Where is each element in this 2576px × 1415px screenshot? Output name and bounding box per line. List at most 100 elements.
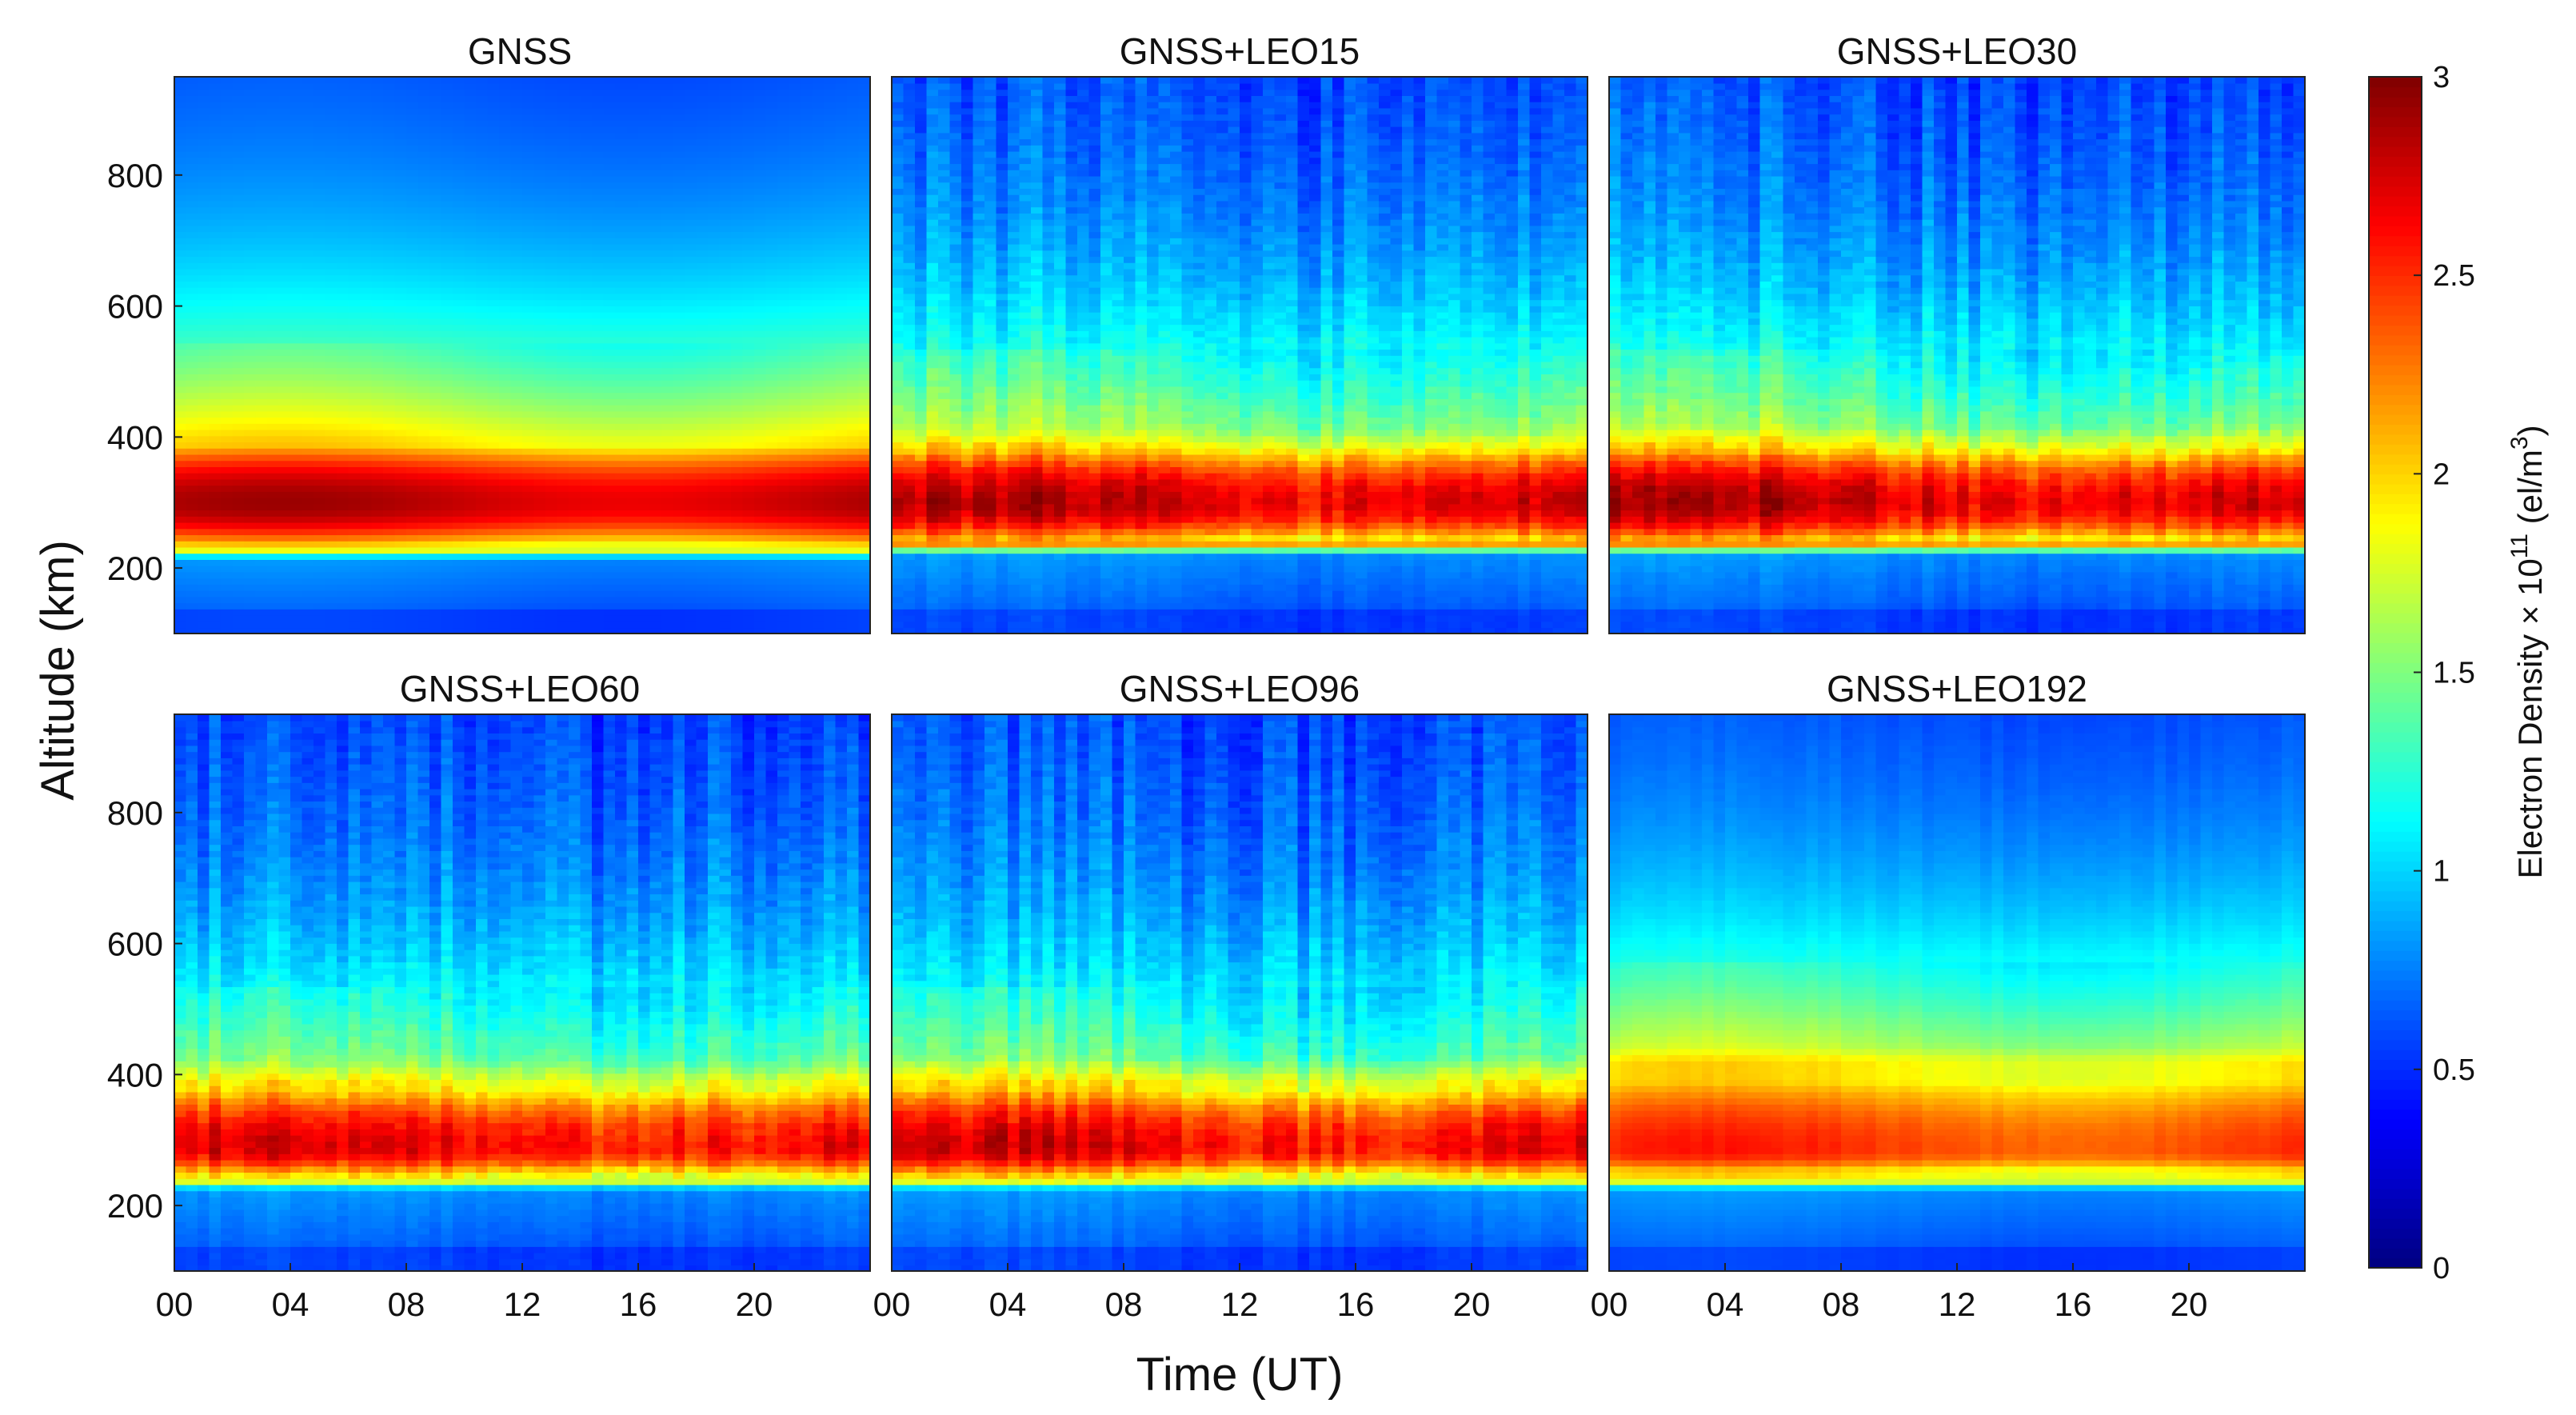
heatmap-cell <box>765 293 778 301</box>
heatmap-cell <box>464 281 477 288</box>
heatmap-cell <box>232 627 245 634</box>
heatmap-cell <box>708 218 721 226</box>
heatmap-cell <box>533 318 546 326</box>
heatmap-cell <box>464 614 477 622</box>
heatmap-cell <box>801 429 813 437</box>
heatmap-cell <box>557 238 569 245</box>
heatmap-cell <box>533 379 546 387</box>
heatmap-cell <box>545 182 558 189</box>
heatmap-cell <box>499 200 512 208</box>
heatmap-cell <box>557 510 569 517</box>
heatmap-cell <box>371 466 384 474</box>
heatmap-cell <box>441 170 453 177</box>
heatmap-cell <box>417 107 430 115</box>
heatmap-cell <box>742 565 755 573</box>
heatmap-cell <box>708 225 721 233</box>
heatmap-cell <box>278 163 291 170</box>
heatmap-cell <box>267 460 280 467</box>
heatmap-cell <box>394 77 407 84</box>
heatmap-cell <box>255 324 268 331</box>
heatmap-cell <box>267 621 280 629</box>
heatmap-cell <box>765 243 778 251</box>
heatmap-cell <box>777 286 790 294</box>
heatmap-cell <box>522 349 535 356</box>
heatmap-cell <box>487 243 500 251</box>
heatmap-cell <box>487 256 500 263</box>
heatmap-cell <box>476 101 489 109</box>
heatmap-cell <box>417 565 430 573</box>
heatmap-cell <box>348 324 361 331</box>
heatmap-cell <box>406 361 419 369</box>
heatmap-cell <box>232 614 245 622</box>
heatmap-cell <box>638 627 651 634</box>
heatmap-cell <box>267 213 280 220</box>
heatmap-cell <box>255 349 268 356</box>
heatmap-cell <box>696 77 709 84</box>
heatmap-cell <box>533 590 546 598</box>
heatmap-cell <box>325 311 337 319</box>
heatmap-cell <box>499 170 512 177</box>
heatmap-cell <box>453 410 465 418</box>
heatmap-cell <box>198 218 210 226</box>
heatmap-cell <box>499 293 512 301</box>
heatmap-cell <box>789 472 801 480</box>
heatmap-cell <box>198 336 210 344</box>
heatmap-cell <box>464 621 477 629</box>
heatmap-cell <box>232 491 245 498</box>
heatmap-cell <box>719 132 732 140</box>
heatmap-cell <box>685 225 697 233</box>
heatmap-cell <box>314 170 326 177</box>
heatmap-cell <box>649 528 662 536</box>
heatmap-cell <box>673 107 685 115</box>
heatmap-cell <box>232 336 245 344</box>
heatmap-cell <box>314 602 326 610</box>
heatmap-cell <box>673 442 685 449</box>
heatmap-cell <box>673 336 685 344</box>
heatmap-cell <box>314 286 326 294</box>
heatmap-cell <box>742 435 755 443</box>
heatmap-cell <box>360 516 373 523</box>
heatmap-cell <box>464 559 477 566</box>
heatmap-cell <box>383 342 396 350</box>
heatmap-cell <box>789 478 801 486</box>
heatmap-cell <box>696 286 709 294</box>
heatmap-cell <box>545 318 558 326</box>
heatmap-cell <box>592 243 605 251</box>
heatmap-cell <box>174 281 187 288</box>
heatmap-cell <box>476 367 489 374</box>
heatmap-cell <box>638 590 651 598</box>
heatmap-cell <box>626 410 639 418</box>
heatmap-cell <box>603 417 616 424</box>
heatmap-cell <box>221 170 234 177</box>
heatmap-cell <box>765 621 778 629</box>
heatmap-cell <box>801 534 813 542</box>
heatmap-cell <box>615 157 628 165</box>
heatmap-cell <box>314 101 326 109</box>
heatmap-cell <box>360 206 373 214</box>
heatmap-cell <box>464 510 477 517</box>
heatmap-cell <box>777 138 790 146</box>
heatmap-cell <box>545 472 558 480</box>
heatmap-cell <box>337 250 349 258</box>
heatmap-cell <box>417 355 430 362</box>
heatmap-cell <box>685 553 697 560</box>
heatmap-cell <box>545 609 558 616</box>
heatmap-cell <box>429 534 442 542</box>
heatmap-cell <box>209 114 222 121</box>
heatmap-cell <box>278 404 291 412</box>
heatmap-cell <box>290 379 303 387</box>
heatmap-cell <box>719 89 732 96</box>
heatmap-cell <box>626 150 639 158</box>
heatmap-cell <box>360 200 373 208</box>
heatmap-cell <box>302 528 314 536</box>
heatmap-cell <box>337 478 349 486</box>
heatmap-cell <box>638 398 651 406</box>
heatmap-cell <box>580 299 593 306</box>
heatmap-cell <box>337 590 349 598</box>
heatmap-cell <box>719 404 732 412</box>
heatmap-cell <box>360 194 373 202</box>
heatmap-cell <box>708 200 721 208</box>
heatmap-cell <box>731 175 744 183</box>
heatmap-cell <box>719 423 732 430</box>
heatmap-cell <box>371 157 384 165</box>
